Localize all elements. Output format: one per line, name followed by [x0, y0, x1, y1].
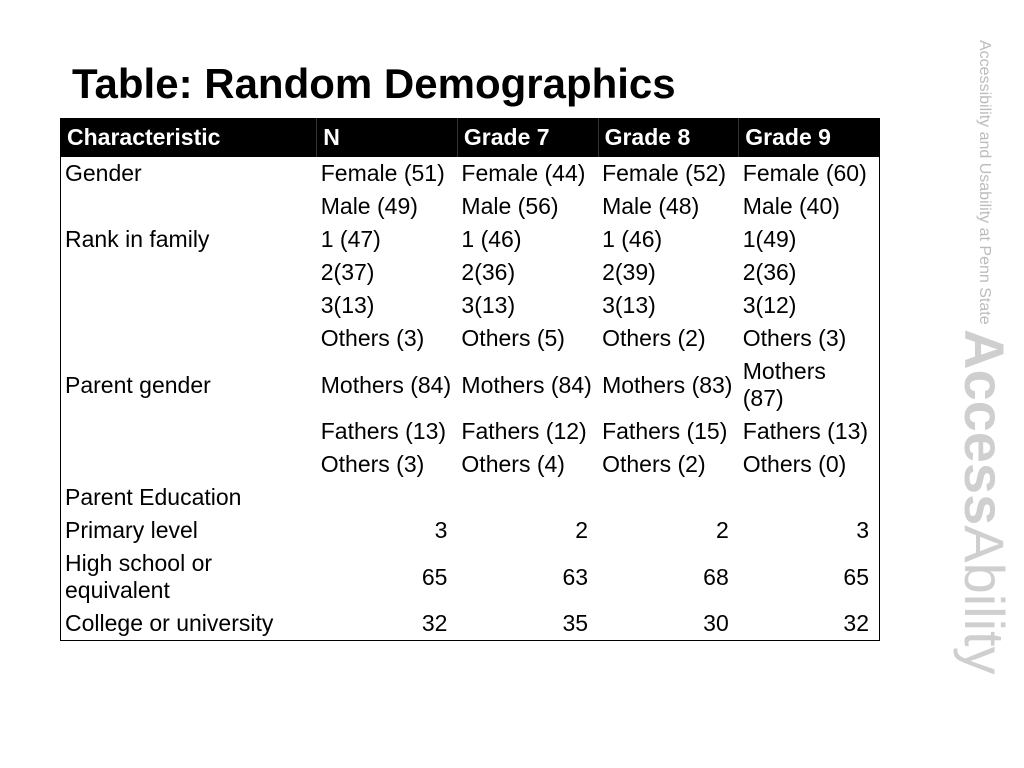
row-label: Rank in family — [61, 223, 317, 256]
watermark-light: Ability — [953, 525, 1016, 674]
table-row: Others (3)Others (4)Others (2)Others (0) — [61, 448, 880, 481]
row-label — [61, 322, 317, 355]
cell: 1 (46) — [598, 223, 739, 256]
cell: Mothers (83) — [598, 355, 739, 415]
cell: 63 — [457, 547, 598, 607]
cell: Others (0) — [739, 448, 880, 481]
row-label: College or university — [61, 607, 317, 641]
cell: Others (3) — [739, 322, 880, 355]
cell: 35 — [457, 607, 598, 641]
cell: Others (3) — [317, 448, 458, 481]
watermark-title: AccessAbility — [953, 329, 1016, 675]
cell: 1 (47) — [317, 223, 458, 256]
table-row: High school or equivalent65636865 — [61, 547, 880, 607]
cell: 3(13) — [317, 289, 458, 322]
page-title: Table: Random Demographics — [72, 60, 904, 108]
cell: Mothers (87) — [739, 355, 880, 415]
cell: 32 — [739, 607, 880, 641]
cell: 1(49) — [739, 223, 880, 256]
cell: 3(13) — [598, 289, 739, 322]
cell: 32 — [317, 607, 458, 641]
row-label — [61, 190, 317, 223]
row-label: Primary level — [61, 514, 317, 547]
table-row: Parent Education — [61, 481, 880, 514]
table-row: 2(37)2(36)2(39)2(36) — [61, 256, 880, 289]
table-row: GenderFemale (51)Female (44)Female (52)F… — [61, 157, 880, 190]
cell: Others (2) — [598, 448, 739, 481]
cell — [457, 481, 598, 514]
cell: Mothers (84) — [317, 355, 458, 415]
table-body: GenderFemale (51)Female (44)Female (52)F… — [61, 157, 880, 641]
header-grade9: Grade 9 — [739, 118, 880, 157]
table-row: Rank in family1 (47)1 (46)1 (46)1(49) — [61, 223, 880, 256]
row-label: Parent Education — [61, 481, 317, 514]
cell: Fathers (15) — [598, 415, 739, 448]
cell: 3 — [739, 514, 880, 547]
cell: Mothers (84) — [457, 355, 598, 415]
watermark: Accessibility and Usability at Penn Stat… — [956, 40, 1012, 675]
cell — [317, 481, 458, 514]
cell: Fathers (13) — [739, 415, 880, 448]
header-characteristic: Characteristic — [61, 118, 317, 157]
table-row: Parent genderMothers (84)Mothers (84)Mot… — [61, 355, 880, 415]
cell: Female (44) — [457, 157, 598, 190]
cell: 65 — [739, 547, 880, 607]
cell: 30 — [598, 607, 739, 641]
watermark-subtitle: Accessibility and Usability at Penn Stat… — [976, 40, 993, 325]
cell — [739, 481, 880, 514]
cell: 2(36) — [457, 256, 598, 289]
cell: 3(13) — [457, 289, 598, 322]
table-header-row: Characteristic N Grade 7 Grade 8 Grade 9 — [61, 118, 880, 157]
cell: 2 — [598, 514, 739, 547]
cell: Female (51) — [317, 157, 458, 190]
watermark-bold: Access — [953, 329, 1016, 525]
table-row: Primary level3223 — [61, 514, 880, 547]
cell: Female (60) — [739, 157, 880, 190]
slide-content: Table: Random Demographics Characteristi… — [0, 0, 1024, 641]
cell: Others (2) — [598, 322, 739, 355]
row-label — [61, 415, 317, 448]
row-label — [61, 256, 317, 289]
cell: 2(37) — [317, 256, 458, 289]
table-row: Others (3)Others (5)Others (2)Others (3) — [61, 322, 880, 355]
cell: Male (48) — [598, 190, 739, 223]
table-row: Fathers (13)Fathers (12)Fathers (15)Fath… — [61, 415, 880, 448]
row-label — [61, 448, 317, 481]
cell: 3 — [317, 514, 458, 547]
row-label: Parent gender — [61, 355, 317, 415]
header-grade8: Grade 8 — [598, 118, 739, 157]
demographics-table: Characteristic N Grade 7 Grade 8 Grade 9… — [60, 118, 880, 641]
cell: 2 — [457, 514, 598, 547]
cell: Others (5) — [457, 322, 598, 355]
cell: Fathers (13) — [317, 415, 458, 448]
cell: Male (40) — [739, 190, 880, 223]
row-label — [61, 289, 317, 322]
cell: Female (52) — [598, 157, 739, 190]
cell: Others (3) — [317, 322, 458, 355]
cell: 68 — [598, 547, 739, 607]
header-n: N — [317, 118, 458, 157]
table-row: 3(13)3(13)3(13)3(12) — [61, 289, 880, 322]
cell: Male (56) — [457, 190, 598, 223]
cell — [598, 481, 739, 514]
cell: 2(36) — [739, 256, 880, 289]
header-grade7: Grade 7 — [457, 118, 598, 157]
cell: 65 — [317, 547, 458, 607]
cell: Fathers (12) — [457, 415, 598, 448]
row-label: Gender — [61, 157, 317, 190]
row-label: High school or equivalent — [61, 547, 317, 607]
cell: 2(39) — [598, 256, 739, 289]
cell: Others (4) — [457, 448, 598, 481]
table-row: Male (49)Male (56)Male (48)Male (40) — [61, 190, 880, 223]
cell: Male (49) — [317, 190, 458, 223]
table-row: College or university32353032 — [61, 607, 880, 641]
cell: 1 (46) — [457, 223, 598, 256]
cell: 3(12) — [739, 289, 880, 322]
